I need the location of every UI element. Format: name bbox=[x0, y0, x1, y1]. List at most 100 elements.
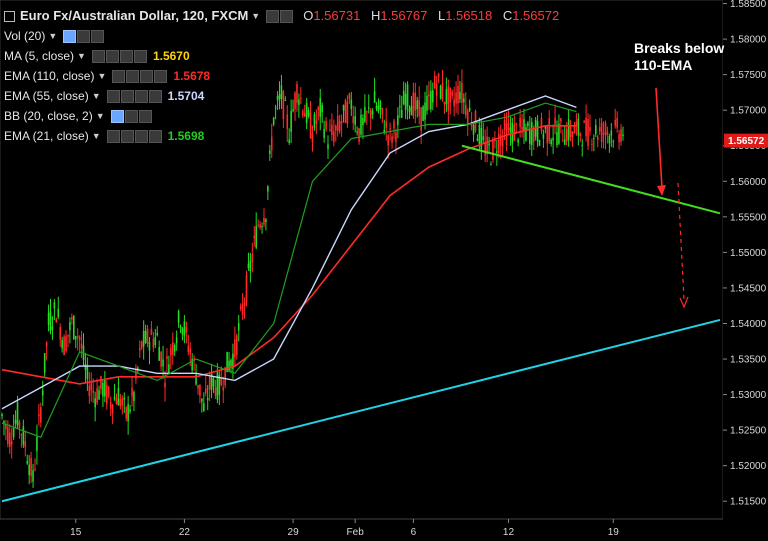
chevron-down-icon[interactable]: ▼ bbox=[91, 91, 101, 101]
candle-body bbox=[416, 100, 419, 110]
candle-body bbox=[435, 84, 438, 96]
candle-body bbox=[517, 139, 519, 143]
gear-icon[interactable] bbox=[120, 89, 134, 103]
candle-body bbox=[226, 351, 228, 372]
candle-body bbox=[288, 139, 290, 143]
candle-body bbox=[292, 109, 294, 112]
y-tick-label: 1.53000 bbox=[730, 390, 767, 401]
candle-body bbox=[206, 397, 209, 401]
eye-icon[interactable] bbox=[110, 109, 124, 123]
plus-icon[interactable] bbox=[124, 109, 138, 123]
candle-body bbox=[284, 99, 287, 101]
candle-body bbox=[135, 369, 137, 380]
eye-icon[interactable] bbox=[106, 129, 120, 143]
candle-body bbox=[569, 125, 572, 138]
candle-body bbox=[259, 224, 261, 228]
support-trendline[interactable] bbox=[1, 318, 721, 503]
candle-body bbox=[329, 129, 331, 131]
candle-body bbox=[437, 73, 440, 77]
candle-body bbox=[400, 109, 403, 118]
indicator-ema110[interactable]: EMA (110, close) ▼ 1.5678 bbox=[4, 66, 566, 86]
ohlc-readout: O1.56731 H1.56767 L1.56518 C1.56572 bbox=[303, 8, 560, 23]
candle-body bbox=[418, 99, 421, 116]
close-icon[interactable] bbox=[154, 69, 168, 83]
candle-body bbox=[210, 371, 213, 390]
candle-body bbox=[602, 132, 605, 135]
candle-body bbox=[55, 318, 58, 323]
candle-body bbox=[63, 336, 65, 356]
candle-body bbox=[36, 436, 38, 451]
plus-icon[interactable] bbox=[119, 49, 133, 63]
indicator-ma5[interactable]: MA (5, close) ▼ 1.5670 bbox=[4, 46, 566, 66]
candle-body bbox=[160, 352, 162, 367]
candle-body bbox=[201, 398, 203, 402]
indicator-vol[interactable]: Vol (20) ▼ bbox=[4, 26, 566, 46]
eye-icon[interactable] bbox=[91, 49, 105, 63]
plus-icon[interactable] bbox=[77, 29, 91, 43]
candle-body bbox=[422, 106, 424, 121]
chevron-down-icon[interactable]: ▼ bbox=[251, 11, 261, 21]
close-icon[interactable] bbox=[91, 29, 105, 43]
candle-body bbox=[360, 114, 362, 135]
candle-body bbox=[336, 115, 339, 131]
resistance-trendline[interactable] bbox=[461, 144, 721, 215]
candle-body bbox=[164, 382, 166, 388]
chevron-down-icon[interactable]: ▼ bbox=[48, 31, 58, 41]
candle-body bbox=[598, 126, 601, 132]
indicator-ema55[interactable]: EMA (55, close) ▼ 1.5704 bbox=[4, 86, 566, 106]
candle-body bbox=[523, 119, 525, 131]
candle-body bbox=[420, 107, 422, 131]
candle-body bbox=[278, 94, 281, 100]
chevron-down-icon[interactable]: ▼ bbox=[91, 131, 101, 141]
candle-body bbox=[532, 128, 535, 142]
candle-body bbox=[468, 107, 471, 112]
candle-body bbox=[181, 328, 184, 335]
eye-icon[interactable] bbox=[106, 89, 120, 103]
candle-body bbox=[313, 114, 316, 129]
down-arrow-solid bbox=[655, 87, 663, 189]
candle-body bbox=[362, 118, 364, 126]
indicator-ema21[interactable]: EMA (21, close) ▼ 1.5698 bbox=[4, 126, 566, 146]
candle-body bbox=[84, 363, 87, 370]
plus-icon[interactable] bbox=[140, 69, 154, 83]
candle-body bbox=[294, 92, 296, 110]
candle-body bbox=[216, 372, 219, 400]
candle-body bbox=[552, 137, 554, 141]
y-tick-label: 1.55500 bbox=[730, 212, 767, 223]
symbol-header: Euro Fx/Australian Dollar, 120, FXCM ▼ O… bbox=[4, 6, 566, 26]
y-tick-label: 1.52500 bbox=[730, 426, 767, 437]
chevron-down-icon[interactable]: ▼ bbox=[77, 51, 86, 61]
candle-body bbox=[389, 128, 391, 130]
candle-body bbox=[241, 304, 244, 316]
chevron-down-icon[interactable]: ▼ bbox=[95, 111, 105, 121]
candle-body bbox=[371, 110, 374, 115]
candle-body bbox=[253, 235, 256, 239]
format-button[interactable] bbox=[280, 9, 294, 23]
candle-body bbox=[261, 226, 263, 228]
gear-icon[interactable] bbox=[126, 69, 140, 83]
candle-body bbox=[480, 127, 483, 149]
eye-icon[interactable] bbox=[63, 29, 77, 43]
candle-body bbox=[274, 107, 277, 109]
gear-icon[interactable] bbox=[120, 129, 134, 143]
candle-body bbox=[133, 392, 135, 401]
gear-icon[interactable] bbox=[105, 49, 119, 63]
close-icon[interactable] bbox=[148, 89, 162, 103]
eye-icon[interactable] bbox=[112, 69, 126, 83]
close-icon[interactable] bbox=[148, 129, 162, 143]
indicator-bb[interactable]: BB (20, close, 2) ▼ bbox=[4, 106, 566, 126]
chevron-down-icon[interactable]: ▼ bbox=[97, 71, 107, 81]
y-tick-label: 1.56000 bbox=[730, 177, 767, 188]
settings-button[interactable] bbox=[266, 9, 280, 23]
candle-body bbox=[236, 335, 238, 356]
candle-body bbox=[527, 122, 529, 126]
plus-icon[interactable] bbox=[134, 89, 148, 103]
candle-body bbox=[152, 338, 155, 348]
close-icon[interactable] bbox=[133, 49, 147, 63]
close-icon[interactable] bbox=[138, 109, 152, 123]
ema21-line bbox=[1, 102, 577, 438]
candle-body bbox=[1, 414, 3, 417]
candle-body bbox=[461, 82, 463, 103]
plus-icon[interactable] bbox=[134, 129, 148, 143]
